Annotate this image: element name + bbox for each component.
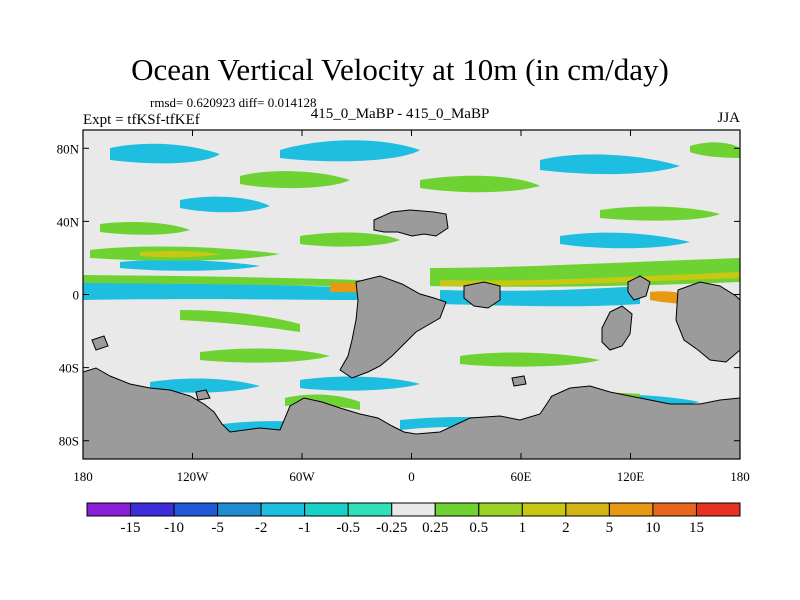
land-indonesia — [627, 275, 651, 301]
colorbar-swatch — [565, 502, 610, 517]
stats-text: rmsd= 0.620923 diff= 0.014128 — [150, 95, 317, 110]
colorbar-label: 1 — [519, 520, 527, 536]
colorbar-label: 10 — [645, 520, 660, 536]
season-label: JJA — [717, 110, 740, 126]
land-small-island-3 — [511, 375, 527, 387]
colorbar-label: -0.25 — [376, 520, 407, 536]
land-madagascar — [601, 305, 633, 351]
land-australia-east — [675, 281, 740, 363]
field-north-cyan-4 — [180, 196, 270, 213]
field-north-green-2 — [420, 175, 540, 193]
colorbar-swatch — [347, 502, 393, 517]
land-africa-tip — [463, 281, 501, 309]
x-tick-label: 180 — [730, 469, 750, 484]
colorbar-swatch — [173, 502, 219, 517]
colorbar-swatch — [391, 502, 436, 517]
field-south-cyan-1 — [150, 378, 260, 393]
colorbar-label: -5 — [211, 520, 224, 536]
field-north-green-3 — [690, 142, 740, 158]
colorbar-swatch — [434, 502, 480, 517]
colorbar-label: 0.5 — [469, 520, 488, 536]
field-north-green-1 — [240, 171, 350, 189]
x-tick-label: 60W — [289, 469, 315, 484]
x-tick-label: 120E — [617, 469, 645, 484]
colorbar: -15 -10 -5 -2 -1 -0.5 -0.25 0.25 0.5 1 2 5 10 15 — [86, 502, 741, 536]
field-north-green-6 — [600, 206, 720, 221]
field-north-cyan-1 — [110, 143, 220, 164]
land-masses — [83, 209, 740, 459]
field-north-green-4 — [100, 222, 190, 235]
colorbar-swatch — [304, 502, 349, 517]
colorbar-swatch — [652, 502, 697, 517]
y-tick-label: 0 — [73, 288, 80, 303]
colorbar-swatch — [260, 502, 306, 517]
axis-ticks: 180 120W 60W 0 60E 120E 180 80N 40N 0 40S 80S — [57, 130, 750, 484]
y-tick-label: 40N — [57, 214, 80, 229]
experiment-label: Expt = tfKSf-tfKEf — [83, 112, 200, 128]
field-equatorial-cyan — [83, 282, 360, 300]
colorbar-label: -1 — [298, 520, 311, 536]
colorbar-label: 5 — [606, 520, 614, 536]
colorbar-label: -2 — [255, 520, 268, 536]
field-north-cyan-2 — [280, 140, 420, 162]
comparison-label: 415_0_MaBP - 415_0_MaBP — [310, 106, 490, 122]
plot-title: Ocean Vertical Velocity at 10m (in cm/da… — [131, 52, 669, 87]
field-north-cyan-5 — [560, 232, 690, 249]
x-tick-label: 0 — [408, 469, 415, 484]
field-north-cyan-3 — [540, 154, 680, 175]
colorbar-label: -10 — [164, 520, 184, 536]
colorbar-swatch — [217, 502, 262, 517]
colorbar-swatch — [478, 502, 523, 517]
field-equatorial-green — [83, 275, 360, 287]
colorbar-label: 15 — [689, 520, 704, 536]
colorbar-swatch — [521, 502, 567, 517]
land-small-island-1 — [91, 335, 109, 351]
land-south-america — [339, 275, 447, 379]
colorbar-swatch — [608, 502, 654, 517]
field-north-yellow-1 — [140, 250, 220, 258]
colorbar-label: 0.25 — [422, 520, 448, 536]
field-south-green-2 — [460, 352, 600, 367]
field-north-green-5 — [300, 232, 400, 247]
land-small-island-2 — [195, 389, 211, 401]
y-tick-label: 80S — [59, 434, 79, 449]
colorbar-label: -0.5 — [336, 520, 360, 536]
land-antarctica — [83, 367, 740, 459]
colorbar-swatch — [130, 502, 175, 517]
x-tick-label: 120W — [177, 469, 210, 484]
colorbar-swatch — [86, 502, 132, 517]
field-north-cyan-6 — [120, 259, 260, 271]
colorbar-label: -15 — [121, 520, 141, 536]
x-tick-label: 60E — [511, 469, 532, 484]
colorbar-label: 2 — [562, 520, 570, 536]
field-equatorial-yellow — [440, 272, 740, 287]
y-tick-label: 40S — [59, 361, 79, 376]
field-south-cyan-2 — [300, 376, 420, 391]
x-tick-label: 180 — [73, 469, 93, 484]
field-south-green-1 — [200, 348, 330, 363]
colorbar-swatch — [695, 502, 741, 517]
field-equatorial-green-south — [180, 310, 300, 332]
land-north-africa-piece — [373, 209, 449, 237]
y-tick-label: 80N — [57, 141, 80, 156]
